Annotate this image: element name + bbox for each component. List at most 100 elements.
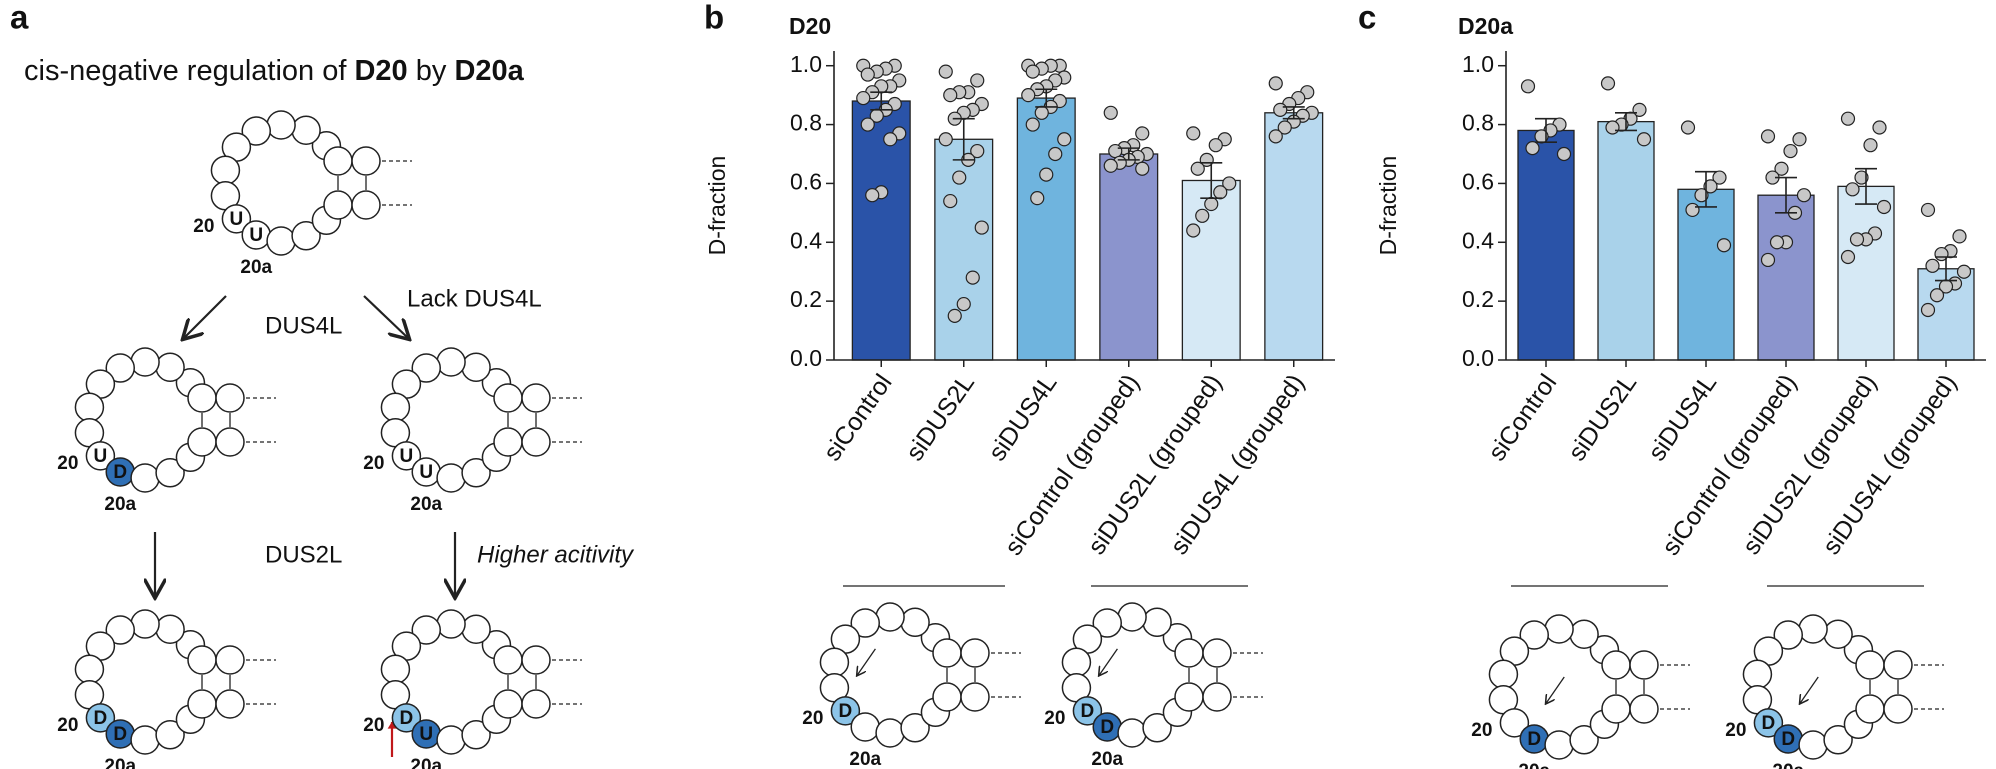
- data-point: [974, 220, 989, 235]
- stem-nucleotide: [521, 689, 551, 719]
- x-tick-label: siControl: [818, 369, 898, 466]
- stem-nucleotide: [1601, 650, 1631, 680]
- data-point: [865, 188, 880, 203]
- position-label: 20a: [1518, 761, 1550, 769]
- nucleotide: [291, 221, 321, 251]
- y-tick-label: 0.8: [1462, 110, 1494, 136]
- panel-label: c: [1358, 0, 1376, 36]
- panel-label: b: [704, 0, 724, 36]
- position-label: 20: [1725, 720, 1746, 741]
- y-tick-label: 0.6: [790, 169, 822, 195]
- y-tick-label: 0.8: [790, 110, 822, 136]
- y-tick-label: 0.0: [1462, 345, 1494, 371]
- x-tick-label: siDUS2L: [901, 369, 981, 466]
- data-point: [1840, 249, 1856, 265]
- nucleotide: [266, 110, 296, 140]
- data-point: [1600, 76, 1616, 91]
- position-label: 20a: [849, 749, 881, 769]
- stem-nucleotide: [323, 190, 353, 220]
- data-point: [1712, 170, 1727, 185]
- stem-nucleotide: [323, 146, 353, 176]
- nucleotide: [74, 654, 105, 684]
- nucleotide: [1499, 708, 1530, 738]
- nucleotide: [1798, 614, 1828, 644]
- data-point: [1025, 117, 1040, 132]
- chart-title: D20a: [1458, 13, 1513, 39]
- nucleotide: [1753, 708, 1784, 738]
- arrow: [363, 295, 408, 338]
- data-point: [1103, 158, 1118, 173]
- data-point: [860, 67, 875, 82]
- stem-nucleotide: [1855, 650, 1885, 680]
- title-part: cis-negative regulation of: [24, 55, 354, 87]
- data-point: [952, 170, 967, 185]
- stem-nucleotide: [1629, 650, 1659, 680]
- y-axis-label: D-fraction: [704, 156, 730, 256]
- data-point: [860, 117, 875, 132]
- data-point: [1556, 146, 1572, 162]
- nucleotide-letter: U: [249, 225, 263, 246]
- nucleotide: [130, 725, 160, 755]
- data-point: [1039, 167, 1054, 182]
- data-point: [1057, 132, 1072, 147]
- nucleotide: [1117, 718, 1147, 748]
- stem-nucleotide: [187, 427, 217, 457]
- data-point: [943, 88, 958, 103]
- stem-nucleotide: [215, 383, 245, 413]
- nucleotide: [1798, 730, 1828, 760]
- position-label: 20a: [1091, 749, 1123, 769]
- nucleotide: [85, 703, 116, 733]
- nucleotide: [1823, 619, 1853, 649]
- pointer-arrow: [1800, 676, 1819, 703]
- data-point: [938, 64, 953, 79]
- nucleotide: [391, 703, 422, 733]
- stem-nucleotide: [932, 682, 962, 712]
- data-point: [1268, 129, 1283, 144]
- nucleotide: [105, 615, 135, 645]
- nucleotide: [411, 615, 441, 645]
- stem-nucleotide: [521, 645, 551, 675]
- stem-nucleotide: [187, 383, 217, 413]
- position-label: 20: [1471, 720, 1492, 741]
- panel-a-title: cis-negative regulation of D20 by D20a: [24, 55, 525, 87]
- nucleotide: [155, 458, 185, 488]
- stem-nucleotide: [1855, 694, 1885, 724]
- data-point: [1952, 229, 1967, 244]
- data-point: [1680, 120, 1696, 135]
- stem-nucleotide: [1629, 694, 1659, 724]
- position-label: 20: [57, 453, 78, 474]
- y-tick-label: 0.2: [790, 286, 822, 312]
- data-point: [1694, 188, 1709, 203]
- data-point: [1195, 208, 1210, 223]
- bar: [1264, 112, 1324, 361]
- position-label: 20: [802, 708, 823, 729]
- data-point: [1520, 79, 1536, 94]
- nucleotide: [461, 458, 491, 488]
- position-label: 20a: [410, 756, 442, 769]
- data-point: [943, 193, 958, 209]
- stem-nucleotide: [493, 689, 523, 719]
- nucleotide-letter: U: [230, 209, 244, 230]
- nucleotide: [436, 347, 466, 377]
- stem-nucleotide: [493, 645, 523, 675]
- stem-nucleotide: [215, 427, 245, 457]
- data-point: [1840, 111, 1856, 126]
- data-point: [1854, 170, 1869, 185]
- nucleotide: [1544, 730, 1574, 760]
- data-point: [1760, 252, 1776, 268]
- stem-nucleotide: [960, 638, 990, 668]
- data-point: [1213, 185, 1228, 200]
- data-point: [1034, 105, 1049, 120]
- arrow: [184, 295, 227, 338]
- data-point: [970, 143, 985, 159]
- stem-nucleotide: [187, 645, 217, 675]
- position-label: 20: [57, 715, 78, 736]
- data-point: [1876, 199, 1892, 215]
- position-label: 20a: [410, 494, 442, 515]
- data-point: [1925, 258, 1940, 273]
- x-tick-label: siDUS2L: [1563, 369, 1643, 466]
- bar: [1517, 129, 1575, 361]
- data-point: [1636, 132, 1652, 147]
- position-label: 20: [1044, 708, 1065, 729]
